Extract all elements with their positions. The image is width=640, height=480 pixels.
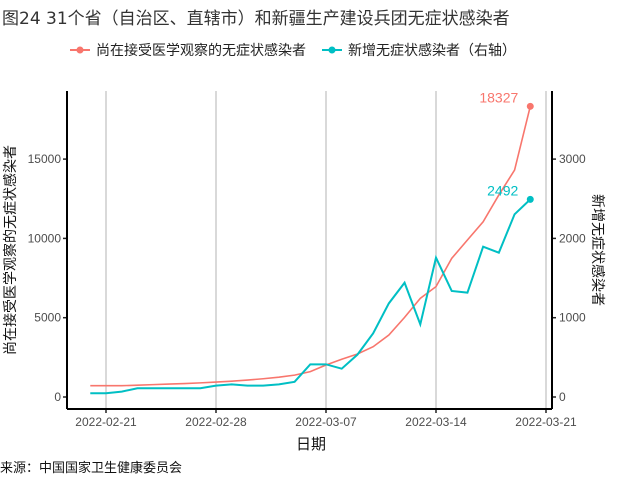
- series-end-point-1: [526, 195, 534, 203]
- legend-key-new-icon: [322, 46, 342, 54]
- series-line-0: [90, 106, 532, 387]
- series-end-point-0: [526, 102, 534, 110]
- x-axis-label: 日期: [296, 435, 327, 453]
- y-right-tick-label: 2000: [559, 231, 586, 245]
- legend: 尚在接受医学观察的无症状感染者 新增无症状感染者（右轴）: [70, 40, 526, 60]
- series-line-1: [90, 198, 531, 395]
- end-value-label-1: 2492: [487, 182, 518, 198]
- y-left-tick-label: 5000: [34, 311, 61, 325]
- y-axis-left-label: 尚在接受医学观察的无症状感染者: [3, 145, 19, 355]
- y-axis-right-label: 新增无症状感染者: [589, 194, 605, 306]
- legend-item-observed: 尚在接受医学观察的无症状感染者: [70, 40, 306, 60]
- legend-label-new: 新增无症状感染者（右轴）: [348, 43, 516, 59]
- x-tick-label: 2022-03-21: [515, 415, 577, 429]
- y-left-tick-label: 0: [54, 390, 61, 404]
- end-value-label-0: 18327: [479, 89, 518, 105]
- x-tick-label: 2022-03-07: [295, 415, 357, 429]
- legend-label-observed: 尚在接受医学观察的无症状感染者: [96, 43, 306, 59]
- source-note: 来源：中国国家卫生健康委员会: [0, 461, 183, 476]
- y-right-tick-label: 0: [559, 390, 566, 404]
- y-left-tick-label: 10000: [28, 231, 62, 245]
- legend-item-new: 新增无症状感染者（右轴）: [322, 40, 516, 60]
- y-left-tick-label: 15000: [28, 152, 62, 166]
- chart-title: 图24 31个省（自治区、直辖市）和新疆生产建设兵团无症状感染者: [2, 9, 510, 29]
- x-tick-label: 2022-03-14: [405, 415, 467, 429]
- legend-key-observed-icon: [70, 46, 90, 54]
- x-tick-label: 2022-02-21: [75, 415, 137, 429]
- y-right-tick-label: 3000: [559, 152, 586, 166]
- y-right-tick-label: 1000: [559, 311, 586, 325]
- x-tick-label: 2022-02-28: [185, 415, 247, 429]
